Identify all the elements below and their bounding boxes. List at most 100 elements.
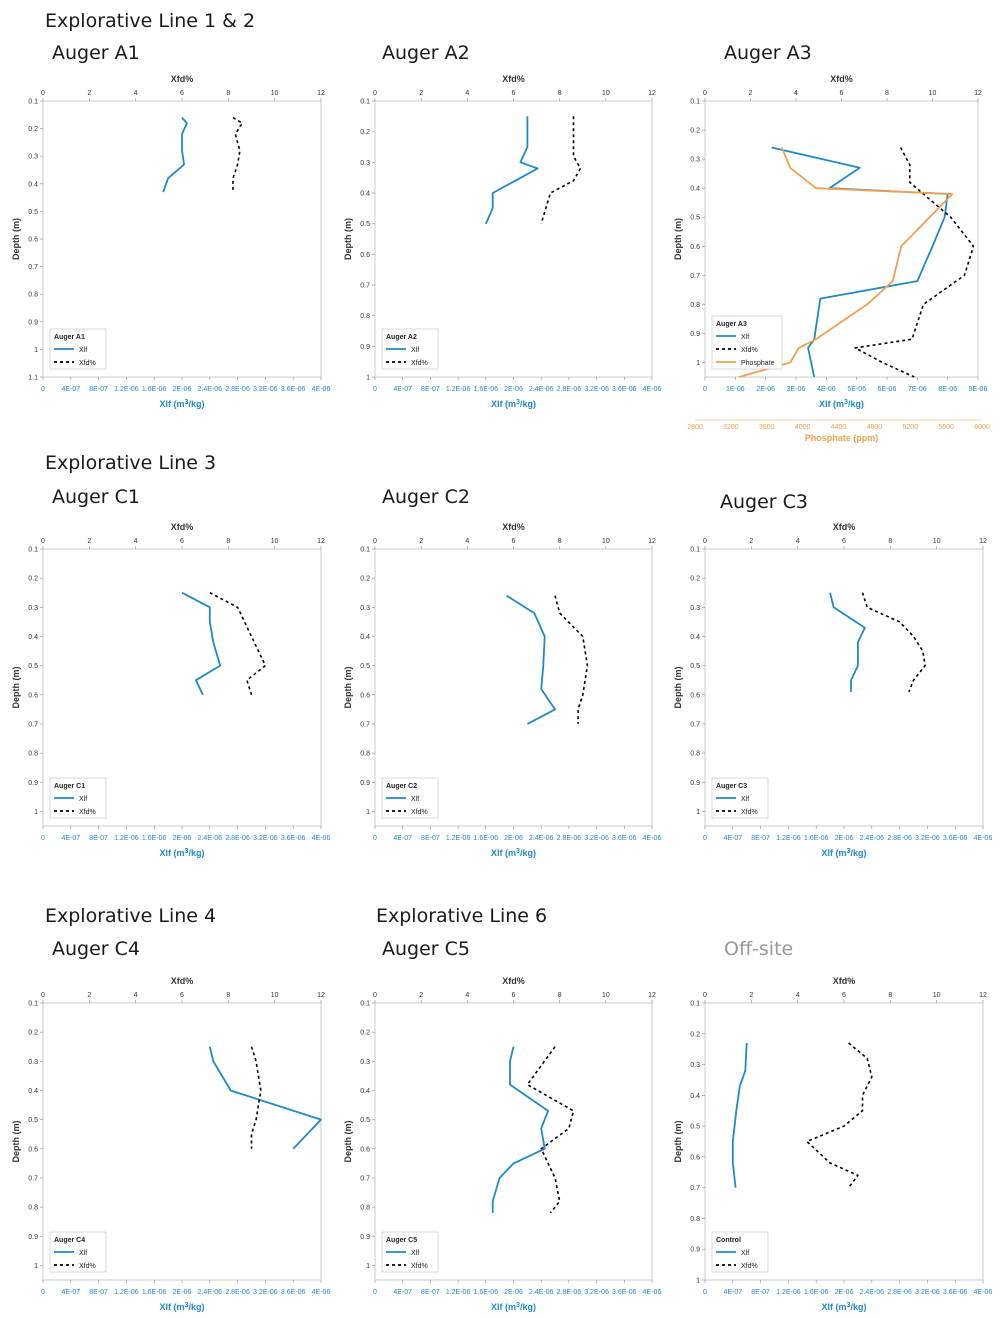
top-axis-title: Xfd%: [502, 522, 525, 532]
top-tick-label: 8: [885, 90, 889, 97]
series-line-xlf: [484, 116, 539, 225]
y-tick-label: 0.5: [360, 663, 370, 670]
y-tick-label: 0.7: [690, 721, 700, 728]
y-tick-label: 0.5: [690, 1124, 700, 1131]
series-line-xlf: [491, 1046, 549, 1213]
bottom-tick-label: 0: [41, 835, 45, 842]
top-tick-label: 4: [796, 992, 800, 999]
series-line-xlf: [181, 591, 222, 696]
bottom-tick-label: 2.8E-06: [887, 1289, 912, 1296]
heading-auger-c3: Auger C3: [720, 491, 808, 513]
bottom-tick-label: 2E-06: [504, 386, 523, 393]
top-tick-label: 12: [979, 992, 987, 999]
y-tick-label: 0.9: [28, 780, 38, 787]
bottom-tick-label: 2E-06: [756, 386, 775, 393]
y-tick-label: 0.8: [360, 1205, 370, 1212]
y-tick-label: 0.4: [28, 634, 38, 641]
top-axis-title: Xfd%: [830, 74, 853, 84]
chart-off-site: 0.10.20.30.40.50.60.70.80.910 2 4 6 8 10 12Xfd…: [673, 976, 992, 1312]
bottom-axis-title: Xlf (m3/kg): [822, 1302, 867, 1313]
top-axis-title: Xfd%: [502, 74, 525, 84]
y-tick-label: 0.8: [360, 313, 370, 320]
y-tick-label: 0.9: [690, 1247, 700, 1254]
top-tick-label: 2: [87, 992, 91, 999]
y-tick-label: 0.2: [690, 576, 700, 583]
top-tick-label: 0: [373, 538, 377, 545]
y-tick-label: 0.6: [28, 237, 38, 244]
series-line-xfd: [232, 116, 243, 193]
bottom-axis-title: Xlf (m3/kg): [160, 399, 205, 410]
legend-label: Xfd%: [741, 347, 758, 354]
bottom-tick-label: 2E-06: [173, 835, 192, 842]
y-tick-label: 0.9: [360, 344, 370, 351]
chart-auger-c2: 0.10.20.30.40.50.60.70.80.910 2 4 6 8 10 12Xfd…: [343, 522, 661, 858]
y-tick-label: 1: [696, 1278, 700, 1285]
top-tick-label: 8: [558, 992, 562, 999]
top-tick-label: 10: [929, 90, 937, 97]
top-tick-label: 2: [419, 538, 423, 545]
series-line-xfd: [806, 1042, 873, 1189]
y-tick-label: 0.1: [690, 547, 700, 554]
legend-label: Xlf: [79, 347, 87, 354]
top-tick-label: 8: [558, 90, 562, 97]
chart-auger-c4: 0.10.20.30.40.50.60.70.80.910 2 4 6 8 10 12Xfd…: [11, 976, 330, 1312]
bottom-tick-label: 3.6E-06: [943, 835, 968, 842]
y-tick-label: 0.1: [360, 99, 370, 106]
bottom-tick-label: 2E-06: [835, 1289, 854, 1296]
y-tick-label: 0.8: [690, 751, 700, 758]
top-tick-label: 6: [512, 90, 516, 97]
legend-label: Xfd%: [741, 809, 758, 816]
y-tick-label: 0.7: [360, 721, 370, 728]
top-tick-label: 0: [703, 992, 707, 999]
y-tick-label: 0.3: [690, 605, 700, 612]
bottom-tick-label: 1.2E-06: [446, 386, 471, 393]
bottom-tick-label: 8E-07: [421, 1289, 440, 1296]
y-tick-label: 1: [696, 809, 700, 816]
bottom-tick-label: 8E-07: [751, 1289, 770, 1296]
legend-title: Control: [716, 1237, 741, 1244]
top-tick-label: 10: [602, 538, 610, 545]
top-tick-label: 10: [602, 90, 610, 97]
top-tick-label: 0: [41, 992, 45, 999]
y-tick-label: 0.4: [690, 634, 700, 641]
y-tick-label: 0.1: [360, 1001, 370, 1008]
heading-auger-c4: Auger C4: [52, 938, 140, 960]
y-tick-label: 0.4: [360, 1088, 370, 1095]
bottom-tick-label: 1.2E-06: [446, 835, 471, 842]
y-tick-label: 0.8: [690, 302, 700, 309]
top-tick-label: 2: [87, 538, 91, 545]
top-tick-label: 4: [465, 992, 469, 999]
extra-tick-label: 3200: [723, 424, 739, 431]
y-tick-label: 0.4: [360, 634, 370, 641]
bottom-tick-label: 1.6E-06: [142, 835, 167, 842]
bottom-tick-label: 4E-06: [974, 1289, 993, 1296]
bottom-tick-label: 2.4E-06: [198, 835, 223, 842]
extra-tick-label: 6000: [974, 424, 990, 431]
bottom-tick-label: 3.2E-06: [915, 835, 940, 842]
bottom-tick-label: 2.4E-06: [529, 835, 554, 842]
bottom-tick-label: 2E-06: [504, 1289, 523, 1296]
bottom-tick-label: 4E-06: [643, 835, 662, 842]
y-tick-label: 0.9: [690, 780, 700, 787]
legend-title: Auger C5: [386, 1237, 417, 1244]
top-axis-title: Xfd%: [171, 74, 194, 84]
bottom-tick-label: 0: [41, 1289, 45, 1296]
bottom-tick-label: 1.6E-06: [804, 835, 829, 842]
top-tick-label: 8: [226, 538, 230, 545]
series-line-xfd: [540, 116, 582, 224]
bottom-tick-label: 4E-06: [643, 1289, 662, 1296]
legend-title: Auger A2: [386, 334, 417, 341]
bottom-tick-label: 4E-06: [817, 386, 836, 393]
legend-box: [711, 315, 783, 370]
bottom-tick-label: 3.6E-06: [281, 835, 306, 842]
y-tick-label: 0.7: [360, 1175, 370, 1182]
series-line-phosphate: [738, 147, 954, 378]
bottom-tick-label: 0: [373, 835, 377, 842]
y-tick-label: 0.3: [28, 154, 38, 161]
top-tick-label: 6: [842, 992, 846, 999]
top-tick-label: 6: [512, 538, 516, 545]
top-tick-label: 0: [703, 90, 707, 97]
y-tick-label: 0.5: [690, 215, 700, 222]
bottom-tick-label: 2.8E-06: [557, 1289, 582, 1296]
y-tick-label: 0.1: [28, 1001, 38, 1008]
